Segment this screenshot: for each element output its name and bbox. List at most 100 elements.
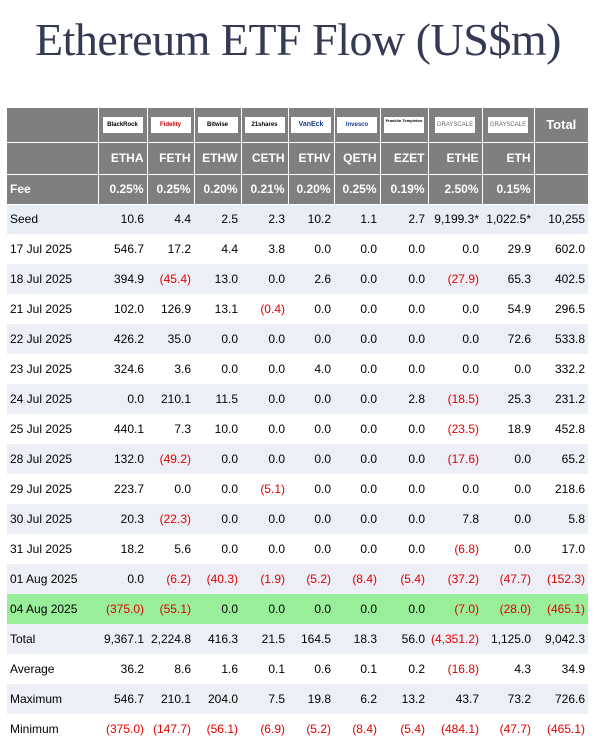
flow-value-cell: 324.6 xyxy=(113,362,144,376)
flow-value-cell: 0.0 xyxy=(408,302,425,316)
flow-value-cell: (375.0) xyxy=(105,722,144,736)
flow-value-cell: 204.0 xyxy=(194,684,241,714)
flow-value-cell: 0.0 xyxy=(482,504,534,534)
row-label: 24 Jul 2025 xyxy=(7,384,98,414)
flow-value-cell: 602.0 xyxy=(554,242,585,256)
table-row: 24 Jul 2025 0.0 210.1 11.5 0.0 0.0 0.0 2.8 (18.5… xyxy=(7,384,588,414)
table-row: 22 Jul 2025 426.2 35.0 0.0 0.0 0.0 0.0 0.0 0.0 72… xyxy=(7,324,588,354)
flow-value-cell: (23.5) xyxy=(447,422,479,436)
flow-value-cell: (4,351.2) xyxy=(428,624,482,654)
fee-cell xyxy=(534,174,588,205)
row-label: 31 Jul 2025 xyxy=(10,542,73,556)
flow-value-cell: (8.4) xyxy=(352,722,377,736)
flow-value-cell: 231.2 xyxy=(534,384,588,414)
flow-value-cell: 8.6 xyxy=(174,662,191,676)
table-row: 04 Aug 2025 (375.0) (55.1) 0.0 0.0 0.0 0.0 0.0(… xyxy=(7,594,588,624)
flow-value-cell: (5.4) xyxy=(400,722,425,736)
flow-value-cell: 21.5 xyxy=(241,624,288,654)
issuer-logo: Franklin Templeton xyxy=(384,116,424,133)
flow-value-cell: (47.7) xyxy=(482,564,534,594)
flow-value-cell: 11.5 xyxy=(194,384,241,414)
flow-value-cell: 0.0 xyxy=(314,302,331,316)
flow-value-cell: 36.2 xyxy=(120,662,144,676)
flow-value-cell: 0.0 xyxy=(408,242,425,256)
flow-value-cell: 210.1 xyxy=(147,684,194,714)
flow-value-cell: 0.0 xyxy=(221,362,238,376)
issuer-logo-cell: BlackRock xyxy=(98,108,148,143)
flow-value-cell: 0.0 xyxy=(408,482,425,496)
flow-value-cell: 0.0 xyxy=(514,362,531,376)
issuer-logo-cell: Franklin Templeton xyxy=(380,108,429,143)
flow-value-cell: 0.0 xyxy=(482,444,534,474)
ticker-cell: ETHV xyxy=(288,142,335,175)
flow-value-cell: 13.2 xyxy=(380,684,428,714)
row-label: Maximum xyxy=(7,684,98,714)
flow-value-cell: 132.0 xyxy=(98,444,147,474)
fee-cell: 0.25% xyxy=(334,174,381,205)
flow-value-cell: 13.0 xyxy=(194,264,241,294)
etf-flow-table: BlackRock Fidelity Bitwise 21shares VanEck In… xyxy=(7,108,588,744)
flow-value-cell: 0.6 xyxy=(314,662,331,676)
table-row: 23 Jul 2025 324.6 3.6 0.0 0.0 4.0 0.0 0.0 0.0 0.0… xyxy=(7,354,588,384)
table-row: 17 Jul 2025 546.7 17.2 4.4 3.8 0.0 0.0 0.0 0.0 29… xyxy=(7,234,588,264)
flow-value-cell: 0.0 xyxy=(194,324,241,354)
issuer-logo-cell: GRAYSCALE xyxy=(482,108,535,143)
fee-row: Fee 0.25% 0.25% 0.20% 0.21% 0.20% 0.25% 0.19% 2.… xyxy=(7,174,588,205)
ticker-cell: ETHW xyxy=(194,142,242,175)
flow-value-cell: 0.0 xyxy=(98,384,147,414)
flow-value-cell: 0.0 xyxy=(221,542,238,556)
fee-cell: 0.20% xyxy=(194,174,242,205)
row-label: 29 Jul 2025 xyxy=(10,482,73,496)
issuer-logo: GRAYSCALE xyxy=(435,116,475,133)
table-row: 28 Jul 2025 132.0 (49.2) 0.0 0.0 0.0 0.0 0.0 (17… xyxy=(7,444,588,474)
flow-value-cell: 546.7 xyxy=(113,242,144,256)
flow-value-cell: (465.1) xyxy=(546,722,585,736)
flow-value-cell: 533.8 xyxy=(534,324,588,354)
flow-value-cell: 726.6 xyxy=(534,684,588,714)
fee-cell: 0.21% xyxy=(241,174,289,205)
flow-value-cell: (484.1) xyxy=(440,722,479,736)
flow-value-cell: 0.0 xyxy=(408,422,425,436)
flow-value-cell: (16.8) xyxy=(447,662,479,676)
flow-value-cell: 210.1 xyxy=(147,384,194,414)
issuer-logo: Bitwise xyxy=(197,116,238,133)
ticker-cell: EZET xyxy=(380,142,429,175)
flow-value-cell: 164.5 xyxy=(288,624,334,654)
flow-value-cell: 35.0 xyxy=(147,324,194,354)
flow-value-cell: 5.6 xyxy=(174,542,191,556)
flow-value-cell: (45.4) xyxy=(147,264,194,294)
flow-value-cell: 0.0 xyxy=(334,444,380,474)
flow-value-cell: 65.2 xyxy=(534,444,588,474)
flow-value-cell: 4.0 xyxy=(314,362,331,376)
flow-value-cell: 0.0 xyxy=(360,542,377,556)
flow-value-cell: (55.1) xyxy=(147,594,194,624)
flow-value-cell: 10.0 xyxy=(214,422,238,436)
flow-value-cell: 2,224.8 xyxy=(147,624,194,654)
flow-value-cell: 0.1 xyxy=(268,662,285,676)
row-label: Seed xyxy=(7,204,98,234)
ticker-cell: FETH xyxy=(147,142,195,175)
ticker-cell: ETHA xyxy=(98,142,148,175)
flow-value-cell: 2.5 xyxy=(194,204,241,234)
fee-cell: 0.15% xyxy=(482,174,535,205)
flow-value-cell: (6.9) xyxy=(260,722,285,736)
flow-value-cell: 452.8 xyxy=(554,422,585,436)
flow-value-cell: 0.0 xyxy=(314,242,331,256)
ticker-cell: CETH xyxy=(241,142,289,175)
issuer-logo: Invesco xyxy=(337,116,377,133)
fee-cell: 0.19% xyxy=(380,174,429,205)
total-header: Total xyxy=(534,108,588,143)
flow-value-cell: 18.9 xyxy=(507,422,531,436)
flow-value-cell: 0.0 xyxy=(194,444,241,474)
flow-value-cell: (49.2) xyxy=(147,444,194,474)
issuer-logo-cell: GRAYSCALE xyxy=(428,108,483,143)
flow-value-cell: 440.1 xyxy=(113,422,144,436)
flow-value-cell: 0.0 xyxy=(334,324,380,354)
flow-value-cell: 0.0 xyxy=(268,362,285,376)
flow-value-cell: 0.0 xyxy=(360,242,377,256)
flow-value-cell: 56.0 xyxy=(380,624,428,654)
fee-cell: 0.25% xyxy=(147,174,195,205)
flow-value-cell: 0.0 xyxy=(360,362,377,376)
flow-value-cell: 19.8 xyxy=(288,684,334,714)
flow-value-cell: (56.1) xyxy=(206,722,238,736)
